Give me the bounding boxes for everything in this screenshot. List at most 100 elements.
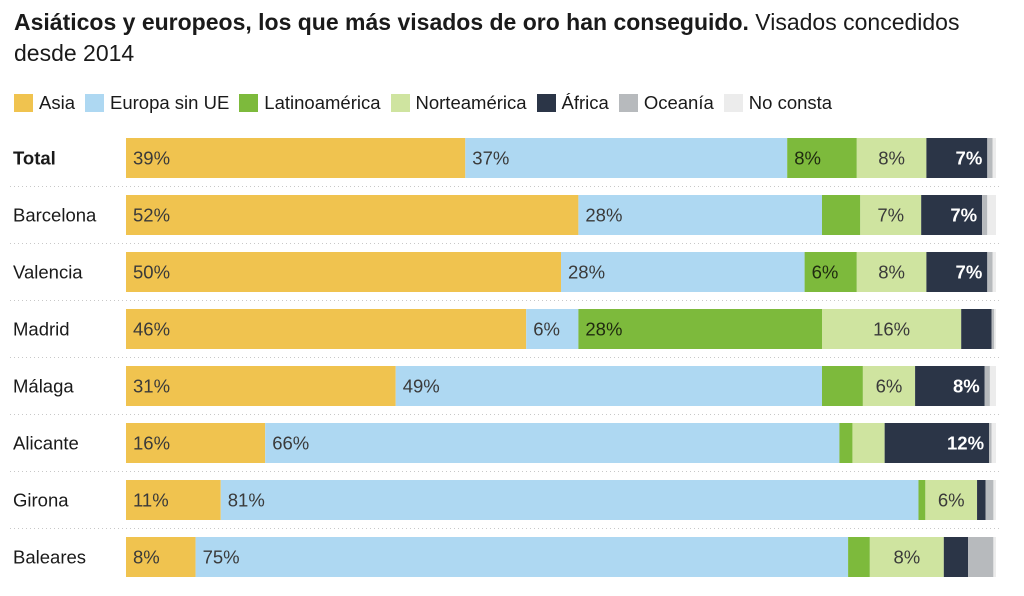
bar-segment xyxy=(126,309,527,349)
category-label: Valencia xyxy=(13,262,83,283)
legend-item: Norteamérica xyxy=(390,92,527,114)
bar-segment xyxy=(265,423,840,463)
bar-segment xyxy=(992,138,996,178)
bar-segment xyxy=(926,252,988,292)
data-label: 11% xyxy=(133,490,169,511)
bar-segment xyxy=(918,480,926,520)
data-label: 50% xyxy=(133,262,170,283)
data-label: 8% xyxy=(878,148,905,169)
bar-segment xyxy=(220,480,919,520)
legend-label: Oceanía xyxy=(643,92,714,113)
bar-segment xyxy=(578,195,822,235)
chart-legend: Asia Europa sin UE Latinoamérica Norteaméri… xyxy=(14,92,842,114)
bar-segment xyxy=(884,423,990,463)
bar-segment xyxy=(822,366,863,406)
legend-item: Europa sin UE xyxy=(85,92,229,114)
bar-segment xyxy=(126,195,579,235)
bar-segment xyxy=(856,138,927,178)
bar-segment xyxy=(989,366,996,406)
category-label: Barcelona xyxy=(13,205,97,226)
bar-segment xyxy=(848,537,870,577)
data-label: 7% xyxy=(956,262,983,283)
data-label: 46% xyxy=(133,319,170,340)
bar-segment xyxy=(126,423,266,463)
data-label: 6% xyxy=(812,262,839,283)
bar-segment xyxy=(993,480,996,520)
bar-segment xyxy=(869,537,944,577)
legend-label: Europa sin UE xyxy=(110,92,230,113)
data-label: 8% xyxy=(953,376,980,397)
legend-swatch xyxy=(14,94,33,112)
bar-segment xyxy=(987,195,996,235)
bar-segment xyxy=(126,480,221,520)
legend-item: África xyxy=(536,92,609,114)
category-label: Baleares xyxy=(13,547,86,568)
bar-segment xyxy=(915,366,985,406)
bar-segment xyxy=(852,423,885,463)
data-label: 6% xyxy=(533,319,560,340)
bar-segment xyxy=(126,366,396,406)
data-label: 66% xyxy=(272,433,309,454)
bar-segment xyxy=(822,195,861,235)
bar-segment xyxy=(961,309,992,349)
bar-segment xyxy=(991,423,996,463)
bar-segment xyxy=(943,537,969,577)
legend-item: Oceanía xyxy=(618,92,714,114)
data-label: 8% xyxy=(878,262,905,283)
legend-label: Norteamérica xyxy=(415,92,527,113)
bar-segment xyxy=(395,366,822,406)
bar-segment xyxy=(862,366,916,406)
legend-swatch xyxy=(239,94,259,112)
bar-segment xyxy=(856,252,927,292)
legend-swatch xyxy=(390,94,410,112)
data-label: 52% xyxy=(133,205,170,226)
legend-swatch xyxy=(618,94,638,112)
bar-segment xyxy=(926,138,988,178)
bar-segment xyxy=(822,309,962,349)
chart-subtitle: Visados concedidos desde 2014 xyxy=(14,9,960,66)
bar-segment xyxy=(526,309,579,349)
bar-segment xyxy=(968,537,994,577)
chart-title: Asiáticos y europeos, los que más visado… xyxy=(14,7,1014,69)
bar-segment xyxy=(787,138,857,178)
data-label: 28% xyxy=(585,319,622,340)
chart-title-bold: Asiáticos y europeos, los que más visado… xyxy=(14,9,749,35)
data-label: 6% xyxy=(876,376,903,397)
bar-segment xyxy=(994,309,996,349)
data-label: 8% xyxy=(893,547,920,568)
legend-swatch xyxy=(85,94,104,112)
legend-label: Latinoamérica xyxy=(264,92,381,113)
bar-segment xyxy=(465,138,788,178)
bar-segment xyxy=(839,423,853,463)
bar-segment xyxy=(991,309,995,349)
bar-segment xyxy=(578,309,822,349)
data-label: 49% xyxy=(403,376,440,397)
bar-segment xyxy=(925,480,978,520)
data-label: 81% xyxy=(228,490,265,511)
legend-item: Asia xyxy=(14,92,75,114)
data-label: 7% xyxy=(956,148,983,169)
data-label: 7% xyxy=(877,205,904,226)
data-label: 8% xyxy=(794,148,821,169)
category-label: Madrid xyxy=(13,319,70,340)
category-label: Girona xyxy=(13,490,69,511)
bar-segment xyxy=(804,252,857,292)
data-label: 31% xyxy=(133,376,170,397)
data-label: 7% xyxy=(950,205,977,226)
bar-segment xyxy=(561,252,805,292)
data-label: 75% xyxy=(203,547,240,568)
legend-swatch xyxy=(723,94,743,112)
bar-segment xyxy=(860,195,922,235)
bar-segment xyxy=(985,480,994,520)
category-label: Total xyxy=(13,148,56,169)
legend-item: No consta xyxy=(723,92,832,114)
data-label: 12% xyxy=(947,433,984,454)
bar-segment xyxy=(987,252,993,292)
bar-segment xyxy=(987,138,993,178)
bar-segment xyxy=(992,252,996,292)
legend-item: Latinoamérica xyxy=(239,92,381,114)
legend-label: África xyxy=(561,92,609,113)
bar-segment xyxy=(126,537,196,577)
data-label: 28% xyxy=(585,205,622,226)
